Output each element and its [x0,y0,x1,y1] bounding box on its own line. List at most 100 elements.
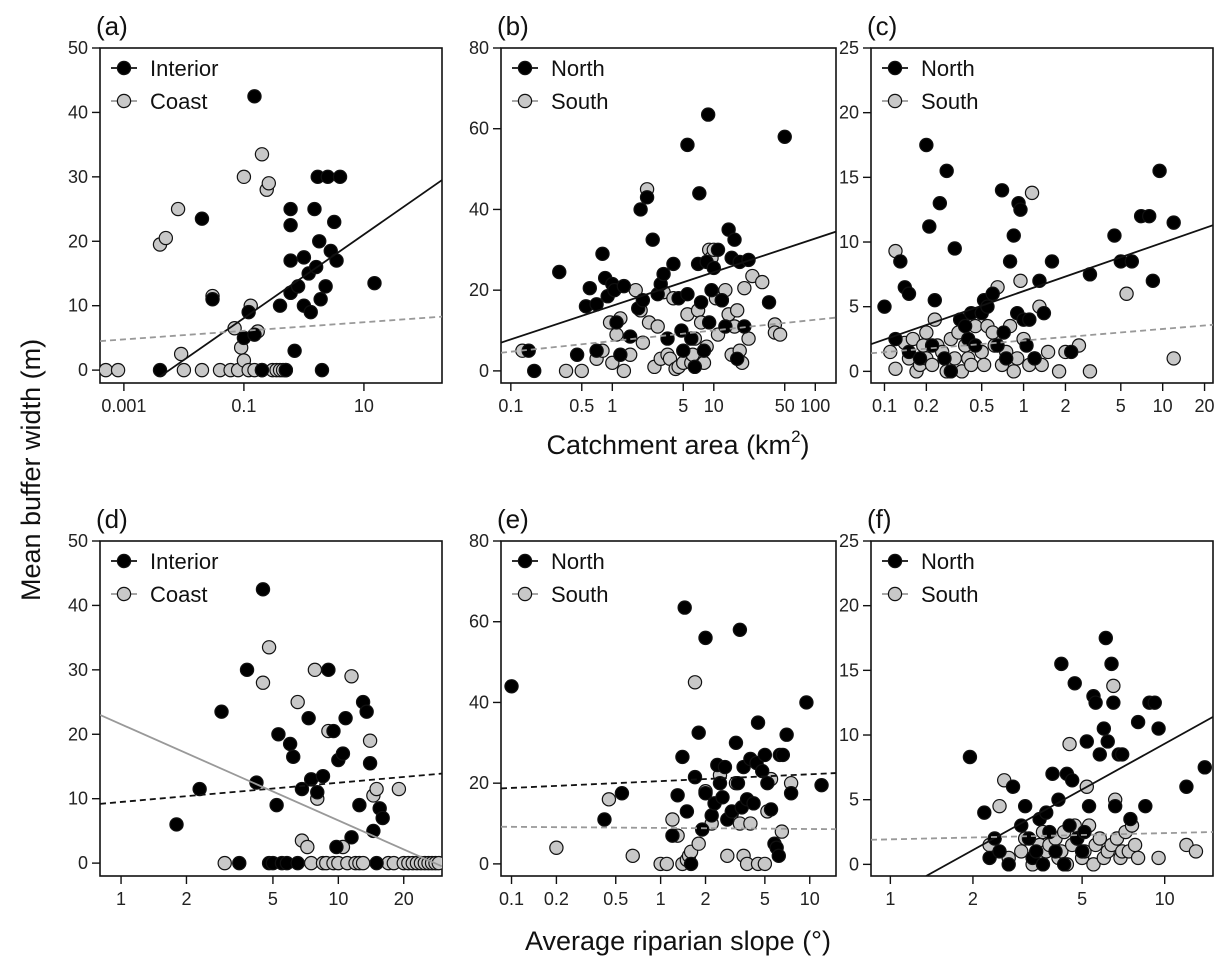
data-point [700,107,716,122]
data-point [665,812,680,827]
x-tick-label: 50 [775,396,795,416]
data-point [1096,721,1112,736]
data-point [985,286,1000,301]
data-point [597,812,612,827]
data-point [290,694,305,710]
y-tick-label: 20 [469,280,489,300]
data-point [205,292,220,307]
data-point [301,710,316,726]
data-point [677,600,692,615]
data-point [939,163,954,179]
x-tick-label: 1 [656,889,666,909]
data-point [1100,734,1115,749]
data-point [693,295,709,310]
data-point [943,364,959,379]
data-point [684,331,699,346]
data-point [314,362,330,378]
data-point [666,256,681,272]
data-point [1022,312,1037,327]
y-tick-label: 40 [68,102,88,122]
data-point [1077,824,1092,840]
data-point [957,318,973,334]
data-point [992,844,1007,859]
plot-frame [870,47,1214,384]
panel-label: (f) [867,504,892,534]
y-tick-label: 30 [68,167,88,187]
data-point [1086,857,1101,872]
data-point [1138,798,1153,814]
legend-label: North [921,549,975,574]
data-point [757,747,773,763]
data-point [1044,254,1060,269]
data-point [665,828,680,843]
fit-line [871,831,1213,841]
data-point [352,797,367,813]
fit-line [925,716,1213,876]
x-tick-label: 1 [1019,396,1029,416]
y-tick-label: 10 [839,725,859,745]
x-tick-label: 5 [678,396,688,416]
data-point [527,363,542,379]
data-point [625,848,640,864]
x-tick-label: 0.2 [544,889,569,909]
data-point [741,331,756,346]
panel-label: (c) [867,11,897,41]
data-point [332,169,348,185]
data-point [728,735,744,751]
y-tick-label: 0 [849,361,859,381]
data-point [1005,779,1021,794]
data-point [1151,721,1166,736]
data-point [774,824,790,839]
data-point [927,293,942,308]
data-point [616,278,632,294]
data-point [912,351,928,366]
x-tick-label: 0.5 [969,396,994,416]
data-point [1062,736,1077,752]
data-point [947,241,962,256]
data-point [683,856,699,872]
data-point [977,805,992,820]
data-point [968,338,983,353]
legend: North South [882,56,979,114]
legend-marker [517,586,533,602]
x-tick-label: 0.001 [101,396,146,416]
data-point [335,746,351,761]
data-point [633,202,648,217]
data-point [609,327,624,342]
data-point [247,89,262,104]
legend-label: North [551,549,605,574]
data-point [362,733,378,748]
data-point [254,147,270,162]
data-point [558,363,574,379]
data-point [194,362,210,378]
data-point [1166,215,1181,230]
data-point [287,343,302,358]
legend-label: Interior [150,56,218,81]
data-point [1106,678,1121,694]
data-point [236,169,252,185]
data-layer [501,107,836,379]
data-point [338,710,353,726]
panel-e: (e) 0 20 40 60 80 0.1 0.2 0.5 1 2 5 10 North South [469,504,837,909]
data-point [255,675,271,690]
x-tick-label: 0.2 [914,396,939,416]
data-point [1145,273,1161,289]
data-point [746,796,761,811]
data-point [659,856,675,872]
data-point [1104,656,1119,672]
data-point [687,769,703,785]
data-point [1040,344,1056,360]
x-tick-label: 0.1 [498,396,523,416]
data-point [771,848,786,864]
data-point [772,327,788,342]
data-point [924,338,940,353]
plot-frame [99,47,443,384]
x-tick-label: 5 [268,889,278,909]
data-point [1002,254,1018,269]
data-point [650,319,665,334]
data-point [616,363,632,379]
data-point [362,756,378,771]
data-point [312,234,327,249]
data-point [1088,695,1103,710]
